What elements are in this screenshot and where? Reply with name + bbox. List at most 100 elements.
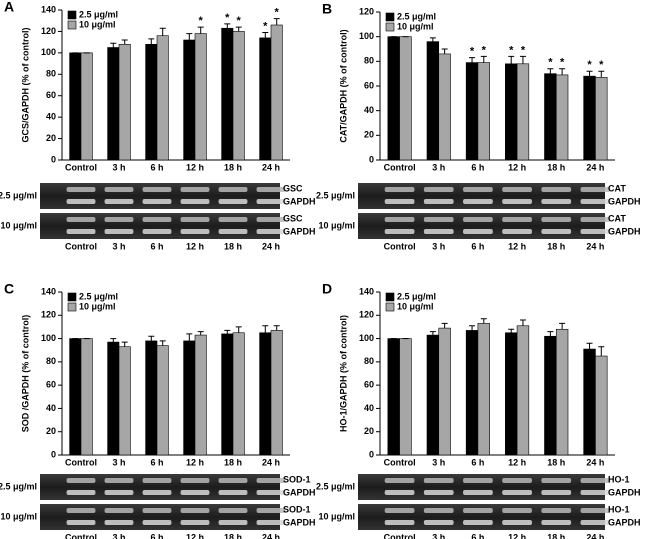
blot-band-label: SOD-1 [283, 504, 311, 514]
blot-band [384, 187, 415, 192]
error-bar [441, 48, 448, 54]
blot-lane-label: Control [384, 241, 416, 251]
bar [387, 36, 400, 161]
y-axis-label: SOD /GAPDH (% of control) [20, 315, 30, 433]
blot-lane-label: 18 h [224, 241, 242, 251]
x-tick-label: 3 h [432, 162, 445, 172]
y-tick-label: 100 [41, 333, 56, 343]
blot-lane-label: 12 h [508, 241, 526, 251]
blot-band [541, 508, 572, 513]
error-bar [586, 70, 593, 77]
blot-band [180, 187, 210, 192]
blot-band [580, 520, 611, 525]
blot-band [180, 229, 210, 234]
error-bar [121, 39, 128, 45]
blot-band [104, 187, 134, 192]
blot-band [384, 217, 415, 222]
x-tick-label: 6 h [471, 162, 484, 172]
blot-band [218, 229, 248, 234]
error-bar [547, 331, 554, 337]
blot-lane-label: 3 h [432, 532, 445, 539]
blot-band [142, 199, 172, 204]
y-tick-label: 0 [51, 449, 56, 459]
error-bar [559, 68, 566, 75]
y-axis-label: CAT/GAPDH (% of control) [338, 29, 348, 142]
blot-band [66, 490, 96, 495]
blot-band-label: GAPDH [283, 226, 316, 236]
blot-band [180, 217, 210, 222]
blot-row-label: 10 μg/ml [318, 511, 355, 521]
blot-band-label: GSC [283, 213, 303, 223]
blot-band [104, 508, 134, 513]
blot-lane-label: 3 h [112, 241, 125, 251]
blot-band-label: GAPDH [608, 517, 641, 527]
y-axis-label: HO-1/GAPDH (% of control) [338, 315, 348, 432]
blot-band [142, 520, 172, 525]
blot-band [218, 187, 248, 192]
blot-band [256, 520, 286, 525]
legend-swatch [67, 292, 77, 302]
bar [544, 73, 557, 161]
blot-band [256, 478, 286, 483]
error-bar [273, 325, 280, 331]
y-axis-label: GCS/GAPDH (% of control) [20, 28, 30, 143]
y-tick-label: 140 [359, 286, 374, 296]
blot-band [502, 229, 532, 234]
blot-band [218, 520, 248, 525]
blot-lane-label: 6 h [471, 241, 484, 251]
bar [80, 52, 93, 161]
blot-band [541, 199, 572, 204]
legend-swatch [385, 12, 395, 22]
bar [270, 330, 283, 456]
blot-band [256, 217, 286, 222]
blot-lane-label: 18 h [224, 532, 242, 539]
blot-band [384, 199, 415, 204]
y-tick-label: 100 [359, 31, 374, 41]
panel-label: B [322, 1, 332, 17]
blot-image [40, 504, 280, 530]
blot-band [104, 478, 134, 483]
significance-mark: * [470, 46, 475, 58]
blot-lane-label: 24 h [586, 532, 604, 539]
blot-band [142, 508, 172, 513]
x-tick-label: 18 h [224, 162, 242, 172]
bar [516, 325, 530, 456]
blot-band [66, 478, 96, 483]
blot-band [66, 187, 96, 192]
bar [232, 31, 245, 161]
blot-band [502, 478, 532, 483]
x-tick-label: 24 h [262, 162, 280, 172]
blot-row-label: 10 μg/ml [0, 220, 37, 230]
blot-row-label: 10 μg/ml [0, 511, 37, 521]
bar [555, 328, 569, 456]
error-bar [469, 57, 476, 63]
error-bar [519, 55, 526, 64]
bar [259, 332, 272, 456]
significance-mark: * [587, 59, 592, 71]
y-tick-label: 40 [46, 112, 56, 122]
blot-band [580, 490, 611, 495]
blot-row-label: 2.5 μg/ml [316, 481, 355, 491]
legend-swatch [385, 22, 395, 32]
bar [145, 340, 158, 456]
blot-band [423, 187, 454, 192]
legend-label: 2.5 μg/ml [79, 9, 118, 19]
x-tick-label: 3 h [112, 457, 125, 467]
y-tick-label: 60 [46, 90, 56, 100]
bar [595, 77, 608, 161]
blot-band [502, 520, 532, 525]
bar [583, 348, 596, 456]
blot-band [502, 217, 532, 222]
blot-band [463, 229, 493, 234]
bar [156, 345, 169, 456]
panel-label: A [4, 0, 14, 15]
blot-band [180, 508, 210, 513]
significance-mark: * [275, 6, 280, 18]
blot-image [40, 474, 280, 500]
x-tick-label: 24 h [586, 457, 604, 467]
blot-lane-label: 24 h [262, 241, 280, 251]
error-bar [429, 331, 436, 336]
bar [118, 43, 131, 161]
blot-band [463, 520, 493, 525]
blot-band [256, 508, 286, 513]
